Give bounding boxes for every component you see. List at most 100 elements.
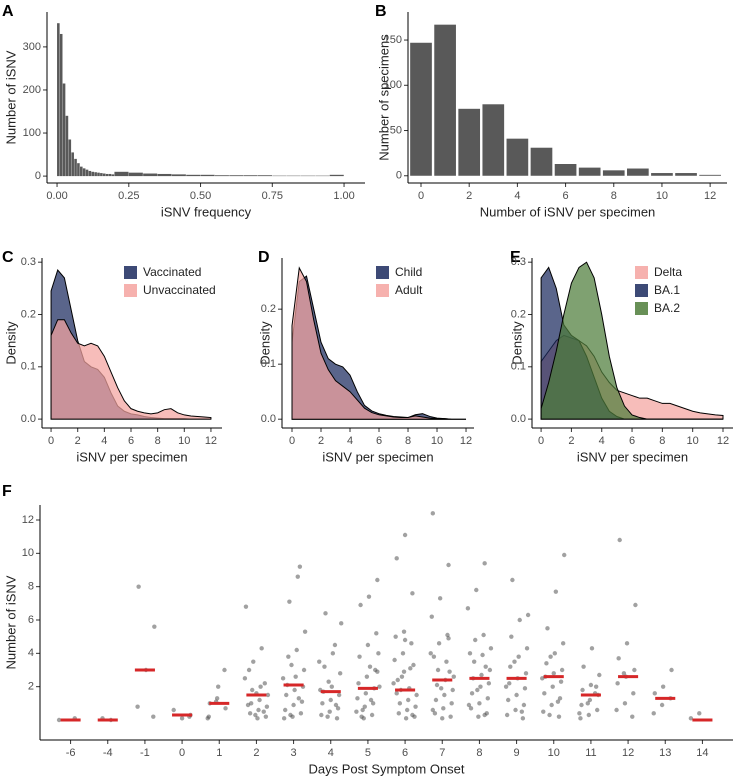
y-tick-label: 0.3 bbox=[21, 256, 36, 268]
point bbox=[397, 701, 403, 706]
panel-1: B Number of iSNV per specimen Number of sp… bbox=[375, 3, 727, 219]
legend-key bbox=[376, 266, 389, 279]
x-tick-label: 12 bbox=[622, 747, 634, 759]
point bbox=[525, 612, 531, 618]
point bbox=[245, 702, 251, 708]
point bbox=[585, 701, 590, 706]
y-tick-label: 0.0 bbox=[511, 413, 526, 425]
point bbox=[614, 707, 619, 713]
point bbox=[377, 684, 382, 689]
point bbox=[544, 661, 549, 666]
point bbox=[136, 584, 141, 589]
x-tick-label: 10 bbox=[687, 435, 699, 447]
point bbox=[520, 716, 526, 721]
histogram-bar bbox=[97, 172, 100, 177]
point bbox=[478, 684, 483, 689]
point bbox=[553, 589, 559, 594]
y-axis-title: Density bbox=[257, 321, 272, 365]
point bbox=[479, 672, 484, 678]
point bbox=[659, 702, 665, 708]
point bbox=[466, 702, 472, 708]
y-tick-label: 150 bbox=[384, 34, 402, 46]
point bbox=[514, 692, 519, 698]
y-tick-label: 0.2 bbox=[511, 308, 526, 320]
point bbox=[262, 681, 267, 686]
density-area bbox=[540, 261, 723, 420]
point bbox=[301, 667, 307, 673]
x-axis-title: iSNV per specimen bbox=[322, 449, 433, 464]
legend-key bbox=[635, 266, 648, 279]
point bbox=[621, 671, 627, 676]
point bbox=[335, 706, 341, 711]
point bbox=[357, 654, 362, 659]
bar bbox=[699, 174, 721, 176]
point bbox=[562, 552, 567, 558]
x-tick-label: 12 bbox=[205, 435, 217, 447]
point bbox=[261, 709, 266, 714]
point bbox=[337, 671, 343, 676]
y-tick-label: 0 bbox=[396, 170, 402, 182]
point bbox=[329, 684, 334, 689]
point bbox=[508, 664, 513, 669]
x-tick-label: 8 bbox=[659, 435, 665, 447]
legend-key bbox=[376, 284, 389, 297]
point bbox=[442, 692, 447, 698]
point bbox=[688, 716, 694, 721]
point bbox=[541, 709, 546, 714]
point bbox=[322, 664, 327, 669]
point bbox=[548, 654, 553, 659]
x-tick-label: 6 bbox=[128, 435, 134, 447]
point bbox=[593, 684, 599, 689]
bar bbox=[554, 164, 577, 176]
histogram-bar bbox=[229, 175, 244, 177]
point bbox=[403, 716, 409, 721]
y-tick-label: 0.3 bbox=[511, 256, 526, 268]
histogram-bar bbox=[80, 166, 83, 177]
point bbox=[355, 696, 360, 701]
x-tick-label: 0 bbox=[289, 435, 295, 447]
legend-label: Delta bbox=[654, 265, 682, 279]
y-tick-label: 100 bbox=[23, 127, 41, 139]
y-tick-label: 200 bbox=[23, 84, 41, 96]
point bbox=[401, 629, 407, 634]
point bbox=[365, 642, 371, 648]
point bbox=[401, 669, 407, 674]
point bbox=[394, 556, 399, 561]
point bbox=[354, 709, 359, 714]
legend-key bbox=[124, 284, 137, 297]
point bbox=[293, 674, 298, 679]
histogram-bar bbox=[65, 115, 69, 177]
point bbox=[557, 696, 563, 701]
histogram-bar bbox=[59, 33, 63, 177]
point bbox=[135, 704, 140, 709]
point bbox=[545, 626, 550, 631]
point bbox=[214, 696, 220, 701]
point bbox=[287, 599, 292, 604]
point bbox=[317, 659, 322, 664]
panel-letter: A bbox=[2, 3, 14, 20]
point bbox=[589, 646, 595, 651]
bar bbox=[627, 168, 649, 176]
point bbox=[444, 659, 449, 664]
point bbox=[488, 646, 494, 651]
x-axis-title: Number of iSNV per specimen bbox=[480, 204, 656, 219]
point bbox=[513, 707, 518, 713]
point bbox=[393, 634, 398, 639]
point bbox=[507, 681, 512, 686]
histogram-bar bbox=[91, 171, 95, 177]
point bbox=[503, 684, 509, 689]
point bbox=[370, 701, 376, 706]
point bbox=[510, 577, 515, 583]
x-tick-label: 12 bbox=[460, 435, 472, 447]
histogram-bar bbox=[88, 170, 92, 177]
x-tick-label: 4 bbox=[101, 435, 107, 447]
point bbox=[151, 714, 156, 719]
point bbox=[410, 712, 415, 718]
point bbox=[542, 691, 547, 696]
point bbox=[549, 702, 554, 708]
x-tick-label: 13 bbox=[659, 747, 671, 759]
density-area bbox=[50, 319, 212, 420]
histogram-bar bbox=[71, 152, 74, 177]
point bbox=[587, 697, 593, 703]
